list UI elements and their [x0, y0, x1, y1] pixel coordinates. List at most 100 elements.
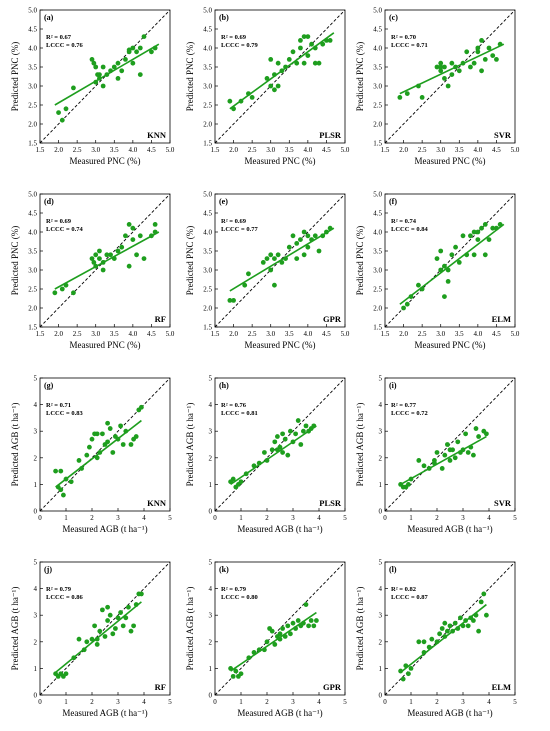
y-tick-label: 1	[209, 481, 213, 489]
y-tick-label: 3	[379, 428, 383, 436]
y-tick-label: 4.5	[373, 26, 382, 34]
data-point	[303, 602, 309, 607]
data-point	[125, 604, 131, 610]
data-point	[137, 72, 143, 77]
data-point	[320, 41, 326, 47]
regression-line	[54, 231, 160, 290]
data-point	[275, 60, 281, 66]
x-tick-label: 1.5	[211, 330, 220, 338]
x-tick-label: 1.5	[381, 146, 390, 154]
data-point	[471, 452, 476, 458]
data-point	[301, 34, 307, 39]
data-point	[94, 455, 100, 461]
data-point	[293, 431, 298, 437]
y-tick-label: 2.5	[203, 286, 212, 294]
data-point	[268, 83, 274, 89]
data-point	[471, 618, 476, 623]
data-point	[303, 423, 309, 429]
data-point	[134, 49, 139, 55]
data-point	[56, 110, 61, 115]
data-point	[243, 471, 249, 477]
data-point	[94, 642, 100, 647]
data-point	[324, 229, 329, 235]
data-point	[301, 620, 306, 626]
y-tick-label: 2.0	[203, 305, 212, 313]
lccc-annotation: LCCC = 0.79	[221, 42, 258, 49]
lccc-annotation: LCCC = 0.87	[391, 594, 428, 601]
data-point	[84, 639, 90, 645]
r2-annotation: R² = 0.76	[221, 402, 247, 409]
x-tick-label: 3.0	[266, 146, 275, 154]
data-point	[421, 650, 427, 655]
data-point	[119, 244, 125, 250]
data-point	[79, 466, 84, 471]
r2-annotation: R² = 0.69	[46, 218, 72, 225]
data-point	[309, 237, 314, 243]
data-point	[484, 612, 489, 618]
x-tick-label: 4	[317, 514, 321, 522]
data-point	[256, 460, 262, 466]
y-tick-label: 3	[209, 428, 213, 436]
panel-label: (c)	[389, 13, 398, 22]
data-point	[476, 434, 481, 439]
data-point	[450, 628, 455, 634]
x-tick-label: 4.5	[492, 146, 501, 154]
data-point	[279, 68, 285, 74]
data-point	[137, 233, 143, 239]
data-point	[479, 225, 484, 231]
data-point	[104, 252, 110, 258]
data-point	[437, 631, 442, 637]
data-point	[89, 636, 95, 642]
data-point	[93, 263, 99, 269]
x-tick-label: 4.0	[473, 146, 482, 154]
data-point	[141, 256, 147, 261]
model-label: PLSR	[319, 130, 342, 140]
data-point	[280, 450, 285, 455]
plot-frame	[39, 9, 171, 144]
panel-label: (a)	[44, 13, 54, 22]
data-point	[91, 60, 97, 66]
plot-frame	[384, 9, 516, 144]
data-point	[102, 634, 108, 639]
x-tick-label: 2	[90, 698, 94, 706]
data-point	[84, 452, 90, 458]
model-label: KNN	[147, 498, 167, 508]
y-tick-label: 2.0	[373, 305, 382, 313]
y-tick-label: 4.0	[203, 45, 212, 53]
data-point	[482, 252, 488, 258]
y-tick-label: 4.5	[203, 26, 212, 34]
y-tick-label: 2	[209, 454, 213, 462]
x-axis-label: Measured AGB (t ha⁻¹)	[237, 708, 322, 718]
data-point	[100, 260, 106, 265]
data-point	[406, 482, 411, 487]
data-point	[475, 229, 481, 235]
x-tick-label: 5	[168, 514, 172, 522]
data-point	[312, 233, 318, 239]
lccc-annotation: LCCC = 0.81	[221, 410, 258, 417]
y-tick-label: 1	[209, 665, 213, 673]
y-tick-label: 2.5	[203, 102, 212, 110]
r2-annotation: R² = 0.77	[391, 402, 417, 409]
x-tick-label: 4	[317, 698, 321, 706]
data-point	[272, 87, 277, 93]
data-point	[100, 64, 106, 70]
data-point	[463, 618, 468, 623]
data-point	[87, 444, 92, 450]
data-point	[52, 290, 58, 296]
y-tick-label: 2	[379, 638, 383, 646]
y-tick-label: 3.5	[28, 64, 37, 72]
panel-label: (g)	[44, 381, 54, 390]
data-point	[58, 487, 64, 493]
data-point	[311, 423, 317, 429]
y-tick-label: 4.0	[28, 229, 37, 237]
data-point	[468, 444, 474, 450]
data-point	[126, 47, 132, 53]
data-point	[301, 60, 307, 66]
data-point	[238, 671, 244, 677]
data-point	[442, 634, 448, 639]
data-point	[475, 237, 481, 243]
scatter-panel: 1.5 2.0 2.5 3.0 3.5 4.0 4.5 5.0 1.5 2.0 2.5 3.0 3.5 4…	[355, 191, 520, 351]
regression-line	[399, 43, 505, 95]
x-tick-label: 1	[239, 514, 243, 522]
data-point	[294, 241, 300, 246]
